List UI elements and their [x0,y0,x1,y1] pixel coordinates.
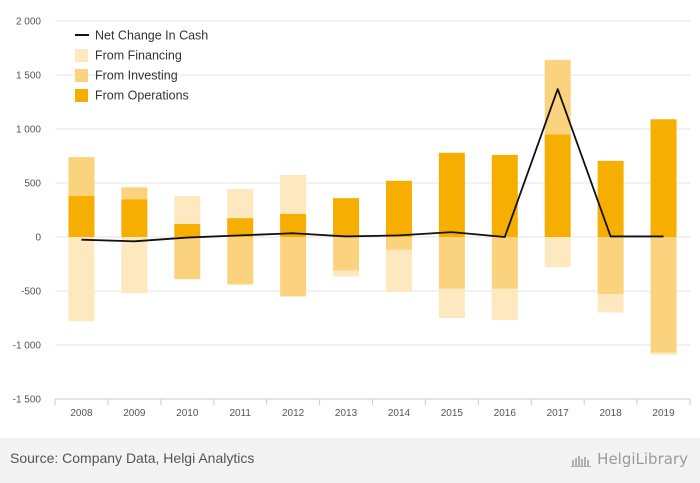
x-tick-label: 2015 [441,408,464,419]
bar-from-financing [174,195,201,225]
bar-from-investing [438,237,465,289]
y-tick-label: 2 000 [16,17,41,28]
bar-from-financing [597,294,624,313]
bar-from-operations [650,119,677,237]
bar-from-financing [121,237,148,294]
bar-from-operations [491,154,518,237]
bar-from-operations [68,195,95,237]
bar-from-financing [280,174,307,214]
bar-from-operations [174,224,201,237]
brand-name: HelgiLibrary [597,450,688,468]
bar-from-investing [121,187,148,200]
x-tick-label: 2018 [600,408,623,419]
legend-label: From Financing [95,49,182,63]
y-tick-label: 1 500 [16,71,41,82]
x-tick-label: 2010 [176,408,199,419]
x-tick-label: 2017 [547,408,570,419]
x-tick-label: 2013 [335,408,358,419]
y-tick-label: 0 [35,233,41,244]
legend-label: From Operations [95,89,189,103]
bar-from-financing [491,288,518,321]
x-tick-label: 2011 [229,408,251,419]
x-tick-label: 2009 [123,408,146,419]
bar-from-financing [650,352,677,355]
x-tick-label: 2012 [282,408,305,419]
bar-from-financing [227,188,254,219]
x-tick-label: 2016 [494,408,517,419]
brand-logo[interactable]: HelgiLibrary [571,450,688,468]
x-tick-label: 2019 [652,408,675,419]
legend-box-swatch [75,49,88,62]
bar-from-operations [227,218,254,237]
bar-from-operations [121,199,148,237]
legend-label: From Investing [95,69,178,83]
bar-from-operations [280,213,307,237]
bar-from-investing [174,237,201,280]
x-tick-label: 2014 [388,408,411,419]
bar-from-investing [227,237,254,285]
library-logo-icon [571,456,592,467]
bar-from-operations [544,134,571,237]
bar-from-investing [597,237,624,295]
bar-from-financing [385,249,412,293]
x-tick-label: 2008 [70,408,93,419]
y-tick-label: 1 000 [16,125,41,136]
bar-from-operations [385,180,412,237]
source-note: Source: Company Data, Helgi Analytics [10,450,255,466]
y-tick-label: -1 500 [13,395,42,406]
bar-from-operations [438,152,465,237]
bar-from-financing [544,237,571,268]
bar-from-financing [333,270,360,277]
bar-from-operations [333,198,360,237]
footer: Source: Company Data, Helgi Analytics He… [0,438,700,483]
legend-box-swatch [75,69,88,82]
bar-from-investing [280,237,307,297]
bar-from-investing [650,237,677,353]
legend-label: Net Change In Cash [95,29,208,43]
y-tick-label: -1 000 [13,341,42,352]
line-net-change-in-cash [81,88,664,243]
bar-from-investing [491,237,518,289]
legend-box-swatch [75,89,88,102]
bar-from-operations [597,160,624,237]
bar-from-investing [333,237,360,271]
bar-from-investing [68,157,95,196]
y-tick-label: -500 [21,287,41,298]
bar-from-financing [438,288,465,318]
bar-from-investing [544,59,571,135]
chart: -1 500 -1 000 -500 0 500 1 000 1 500 2 000 2008 2… [13,17,691,419]
y-tick-label: 500 [24,179,41,190]
bar-from-financing [68,237,95,322]
bar-from-investing [385,237,412,250]
